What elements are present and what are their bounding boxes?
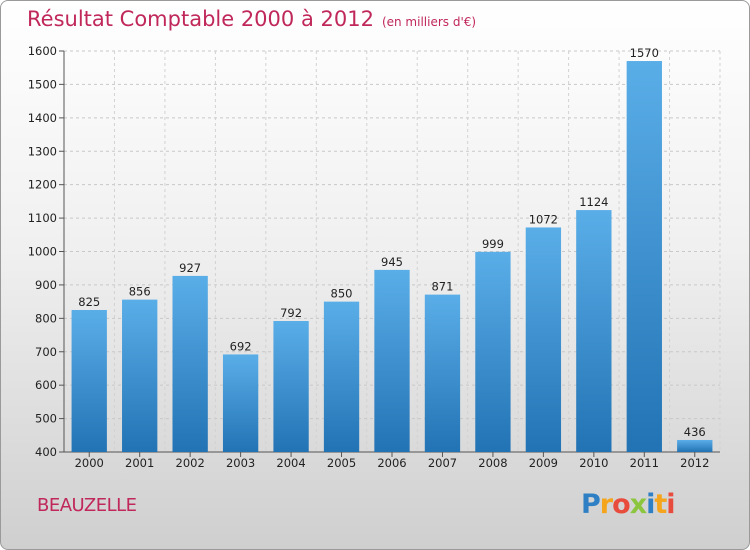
- y-tick-label: 700: [35, 345, 57, 359]
- logo-letter: P: [581, 489, 601, 520]
- y-tick-label: 800: [35, 311, 57, 325]
- y-tick-label: 1500: [28, 77, 57, 91]
- data-label: 792: [280, 306, 302, 320]
- bars: [71, 61, 713, 453]
- bar: [626, 61, 662, 453]
- bar: [222, 354, 259, 452]
- x-tick-label: 2009: [529, 456, 558, 470]
- logo-letter: x: [629, 489, 647, 520]
- y-tick-label: 1600: [28, 44, 57, 58]
- x-tick-label: 2011: [630, 456, 659, 470]
- chart-title: Résultat Comptable 2000 à 2012 (en millie…: [27, 7, 476, 31]
- bar: [576, 210, 612, 452]
- data-label: 436: [684, 425, 706, 439]
- data-label: 871: [431, 280, 453, 294]
- x-tick-label: 2008: [478, 456, 507, 470]
- data-label: 927: [179, 261, 201, 275]
- data-label: 856: [129, 285, 151, 299]
- x-tick-label: 2012: [680, 456, 709, 470]
- logo-letter: r: [599, 489, 613, 520]
- bar: [172, 275, 208, 452]
- x-tick-label: 2010: [579, 456, 608, 470]
- y-tick-label: 900: [35, 278, 57, 292]
- data-label: 825: [78, 295, 100, 309]
- data-label: 999: [482, 237, 504, 251]
- title-text: Résultat Comptable 2000 à 2012: [27, 7, 374, 31]
- x-tick-label: 2000: [75, 456, 104, 470]
- logo-letter: i: [646, 489, 655, 520]
- x-tick-label: 2006: [377, 456, 406, 470]
- bar: [677, 439, 713, 452]
- town-name: BEAUZELLE: [37, 495, 137, 516]
- bar: [374, 269, 410, 452]
- bar: [525, 227, 562, 452]
- data-label: 692: [230, 339, 252, 353]
- logo-letter: t: [654, 489, 667, 520]
- x-tick-label: 2001: [125, 456, 154, 470]
- y-tick-label: 600: [35, 378, 57, 392]
- y-tick-label: 1300: [28, 144, 57, 158]
- x-tick-label: 2004: [276, 456, 305, 470]
- data-label: 1570: [630, 46, 659, 60]
- y-tick-label: 400: [35, 445, 57, 459]
- bar: [122, 299, 158, 452]
- bar: [273, 321, 309, 452]
- y-tick-label: 1100: [28, 211, 57, 225]
- data-label: 945: [381, 255, 403, 269]
- chart-subtitle: (en milliers d'€): [381, 15, 477, 29]
- proxiti-logo: Proxiti: [581, 489, 676, 520]
- y-tick-label: 1000: [28, 245, 57, 259]
- y-tick-label: 500: [35, 412, 57, 426]
- data-label: 1124: [579, 195, 608, 209]
- bar: [71, 309, 107, 452]
- axes: 400 500 600 700 800 900 1000 1100 1200 1300 1400 15…: [28, 44, 720, 470]
- data-label: 1072: [529, 212, 558, 226]
- x-tick-label: 2007: [428, 456, 457, 470]
- bar: [475, 251, 511, 452]
- bar: [424, 294, 461, 452]
- logo-letter: i: [666, 489, 675, 520]
- x-tick-label: 2005: [327, 456, 356, 470]
- logo-letter: o: [612, 489, 631, 520]
- y-tick-label: 1400: [28, 111, 57, 125]
- labels: 825 856 927 692 792 850 945 871 999 1072 1124 1570 4…: [78, 46, 705, 439]
- bar: [323, 301, 360, 452]
- y-tick-label: 1200: [28, 178, 57, 192]
- x-tick-label: 2003: [226, 456, 255, 470]
- x-tick-label: 2002: [176, 456, 205, 470]
- data-label: 850: [331, 287, 353, 301]
